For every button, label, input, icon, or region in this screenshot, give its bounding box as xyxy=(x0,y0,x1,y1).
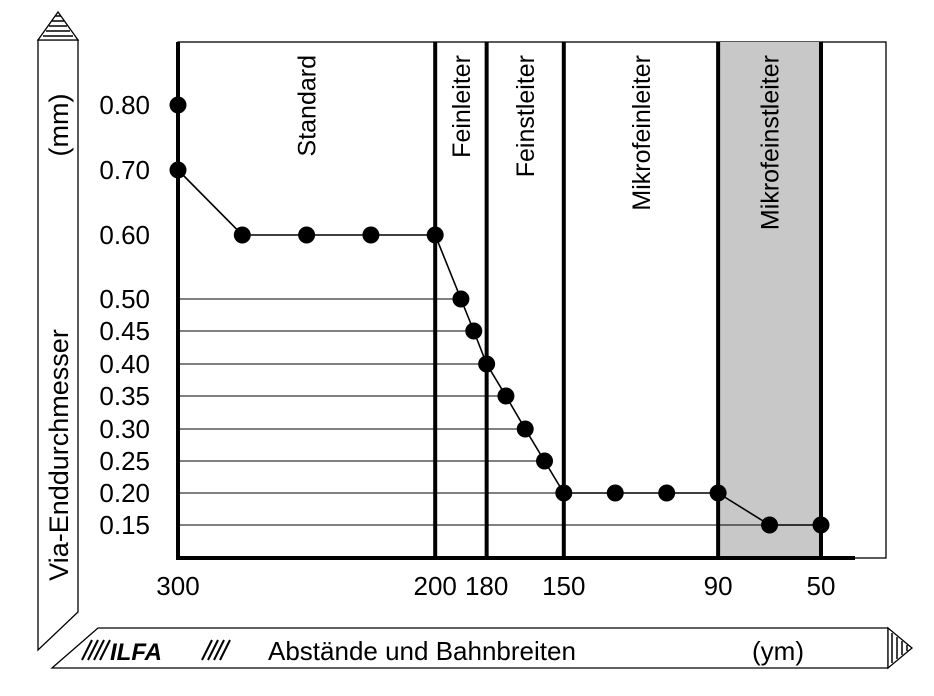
x-axis-unit: (ym) xyxy=(752,636,804,666)
data-point xyxy=(761,516,779,534)
x-tick-label: 90 xyxy=(704,571,733,601)
data-point xyxy=(478,355,496,373)
data-point xyxy=(606,484,624,502)
ilfa-logo: ILFA xyxy=(81,639,231,666)
data-point xyxy=(555,484,573,502)
data-point xyxy=(298,226,316,244)
region-label: Standard xyxy=(294,55,322,156)
data-point xyxy=(452,290,470,308)
y-axis-unit: (mm) xyxy=(44,94,74,157)
x-tick-label: 50 xyxy=(807,571,836,601)
y-tick-label: 0.70 xyxy=(99,155,150,185)
y-tick-label: 0.45 xyxy=(99,316,150,346)
data-point xyxy=(536,452,554,470)
region-label: Feinstleiter xyxy=(512,55,540,177)
data-point xyxy=(812,516,830,534)
y-tick-label: 0.15 xyxy=(99,510,150,540)
x-axis-arrow-icon xyxy=(887,626,914,670)
x-tick-label: 180 xyxy=(465,571,508,601)
x-axis-label: Abstände und Bahnbreiten xyxy=(268,636,576,666)
data-point xyxy=(658,484,676,502)
region-label: Feinleiter xyxy=(448,55,476,158)
data-point xyxy=(465,322,483,340)
region-label: Mikrofeinleiter xyxy=(628,55,656,211)
y-tick-label: 0.40 xyxy=(99,349,150,379)
x-tick-label: 150 xyxy=(542,571,585,601)
y-tick-label: 0.30 xyxy=(99,414,150,444)
y-tick-label: 0.25 xyxy=(99,446,150,476)
data-point xyxy=(233,226,251,244)
y-tick-label: 0.50 xyxy=(99,284,150,314)
data-point xyxy=(709,484,727,502)
x-tick-label: 200 xyxy=(414,571,457,601)
region-label: Mikrofeinstleiter xyxy=(757,55,785,230)
logo-text: ILFA xyxy=(110,639,162,666)
y-tick-label: 0.20 xyxy=(99,478,150,508)
data-point xyxy=(497,387,515,405)
shaded-region xyxy=(718,42,821,558)
y-tick-label: 0.35 xyxy=(99,381,150,411)
data-point xyxy=(426,226,444,244)
x-tick-label: 300 xyxy=(156,571,199,601)
y-axis-arrow-icon xyxy=(36,10,80,41)
y-tick-label: 0.80 xyxy=(99,90,150,120)
data-point xyxy=(362,226,380,244)
data-point xyxy=(516,420,534,438)
y-tick-label: 0.60 xyxy=(99,220,150,250)
y-axis-label: Via-Enddurchmesser xyxy=(44,329,74,581)
